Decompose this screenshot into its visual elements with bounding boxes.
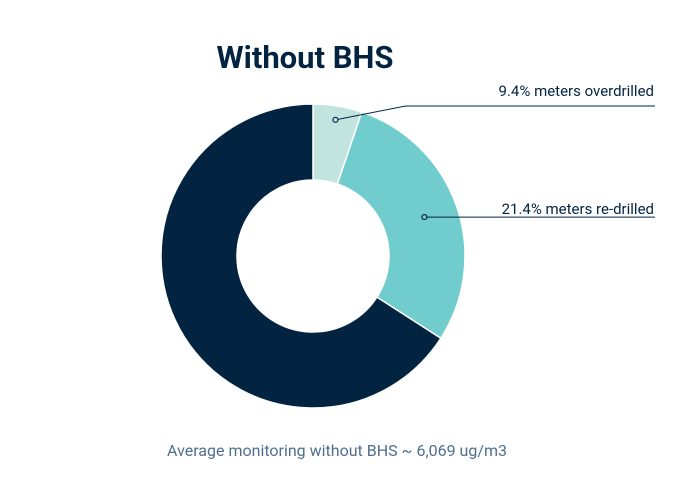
donut-segment [336, 111, 466, 340]
leader-dot [332, 116, 339, 123]
footnote: Average monitoring without BHS ~ 6,069 u… [167, 441, 507, 460]
segment-label: 9.4% meters overdrilled [499, 82, 654, 100]
donut-segment [160, 103, 442, 409]
segment-label: 21.4% meters re-drilled [502, 200, 654, 218]
leader-line [335, 105, 655, 121]
leader-dot [421, 213, 428, 221]
chart-title: Without BHS [217, 39, 394, 76]
